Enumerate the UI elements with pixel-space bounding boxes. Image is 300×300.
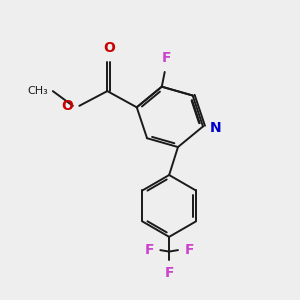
Text: CH₃: CH₃: [28, 86, 48, 96]
Text: N: N: [209, 121, 221, 135]
Text: F: F: [184, 243, 194, 257]
Text: O: O: [61, 99, 73, 113]
Text: O: O: [103, 41, 115, 55]
Text: F: F: [161, 52, 171, 65]
Text: F: F: [164, 266, 174, 280]
Text: F: F: [144, 243, 154, 257]
